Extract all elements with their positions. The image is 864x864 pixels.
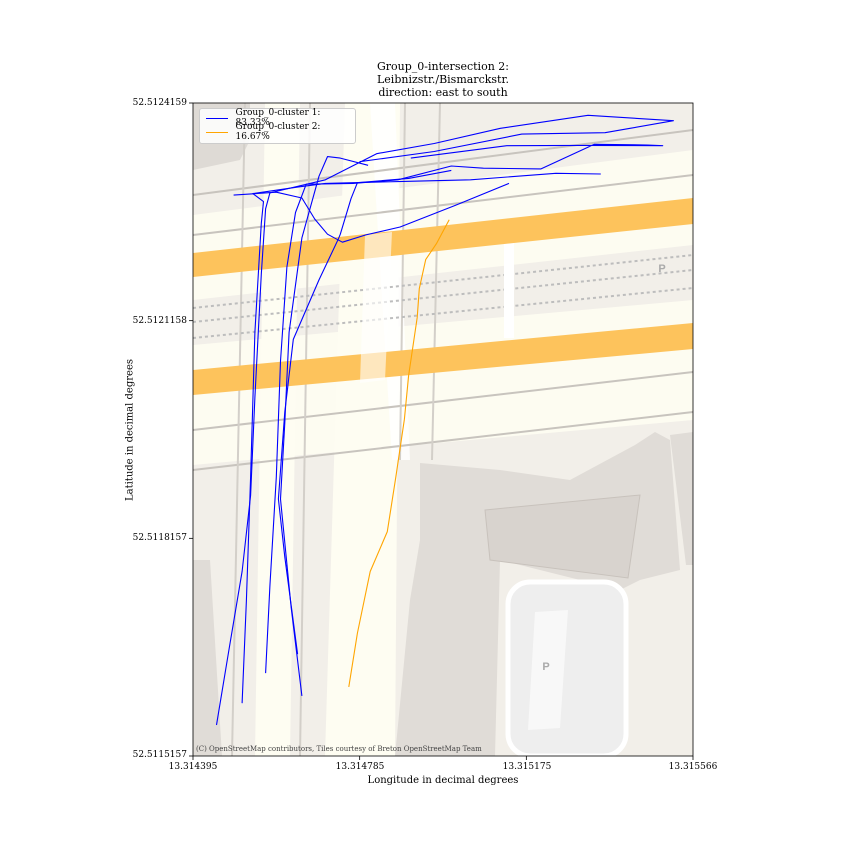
parking-icon: P — [658, 263, 665, 275]
axes-frame — [192, 102, 694, 757]
y-tick-label: 52.5121158 — [132, 316, 187, 326]
road-edge — [431, 103, 441, 461]
building — [193, 560, 222, 756]
y-tick-label: 52.5115157 — [132, 750, 187, 760]
parking-lot — [505, 579, 629, 756]
legend-entry: Group_0-cluster 1: 83.33% — [206, 108, 355, 128]
legend-entry: Group_0-cluster 2: 16.67% — [206, 122, 355, 142]
x-tick-label: 13.315566 — [668, 762, 718, 772]
road-edge — [193, 411, 693, 471]
crosswalk — [360, 232, 392, 383]
road-edge — [193, 129, 693, 196]
map-attribution: (C) OpenStreetMap contributors, Tiles co… — [196, 745, 482, 753]
x-tick-label: 13.314785 — [335, 762, 385, 772]
basemap-tiles: PP — [193, 103, 693, 756]
tick-marks — [189, 102, 694, 760]
x-tick-label: 13.315175 — [502, 762, 552, 772]
legend: Group_0-cluster 1: 83.33% Group_0-cluste… — [199, 108, 356, 144]
legend-label: Group_0-cluster 2: 16.67% — [235, 122, 321, 142]
chart-title-line-1: Group_0-intersection 2: — [377, 60, 509, 73]
trajectory-layer — [215, 114, 674, 726]
crosswalk — [504, 238, 514, 338]
parking-space — [528, 610, 568, 730]
trajectory-cluster-2 — [348, 219, 450, 687]
y-tick-label: 52.5124159 — [132, 98, 187, 108]
x-axis-label: Longitude in decimal degrees — [367, 775, 519, 786]
trajectory-cluster-1 — [277, 169, 452, 655]
road-edge — [193, 174, 693, 236]
major-road — [193, 323, 693, 395]
legend-swatch — [206, 117, 228, 119]
road-edge — [299, 103, 311, 756]
road-edge — [231, 103, 246, 756]
chart-title-line-2: Leibnizstr./Bismarckstr. — [376, 73, 510, 86]
y-axis-label: Latitude in decimal degrees — [124, 358, 136, 502]
chart-title-line-3: direction: east to south — [378, 86, 508, 99]
trajectory-cluster-1 — [265, 143, 664, 674]
road-edge — [193, 371, 693, 431]
trajectory-cluster-1 — [233, 182, 510, 243]
x-tick-label: 13.314395 — [168, 762, 218, 772]
parking-icon: P — [542, 661, 549, 673]
major-road — [193, 198, 693, 277]
legend-label: Group_0-cluster 1: 83.33% — [235, 108, 321, 128]
road-edge — [399, 103, 406, 461]
building — [670, 432, 693, 565]
legend-swatch — [206, 131, 228, 133]
building — [484, 494, 641, 579]
trajectory-cluster-1 — [279, 156, 369, 696]
y-tick-label: 52.5118157 — [132, 533, 187, 543]
